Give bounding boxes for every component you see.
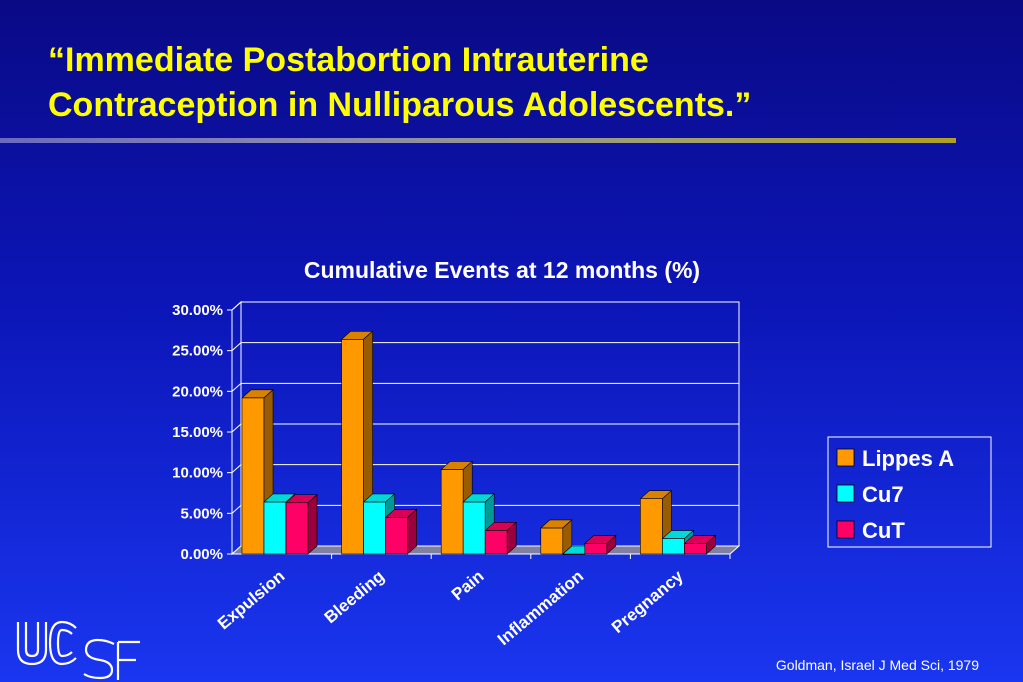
legend-label: Lippes A — [862, 446, 954, 471]
y-tick-label: 30.00% — [172, 302, 223, 319]
title-divider — [0, 138, 956, 143]
y-tick-label: 0.00% — [180, 546, 223, 563]
chart-title: Cumulative Events at 12 months (%) — [304, 257, 700, 283]
bar-side — [606, 534, 617, 555]
legend-label: Cu7 — [862, 482, 904, 507]
bar-front — [540, 527, 564, 555]
bar-front — [662, 538, 685, 555]
gridline — [231, 423, 739, 433]
ucsf-logo — [16, 620, 140, 680]
bar-front — [241, 397, 265, 555]
y-tick-label: 5.00% — [180, 505, 223, 522]
x-tick-label: Inflammation — [494, 567, 587, 650]
bar-front — [584, 543, 608, 555]
gridline — [231, 342, 739, 352]
bar-side — [706, 534, 716, 555]
bar-side — [506, 521, 517, 555]
bar-side — [407, 508, 417, 555]
bar-side — [307, 494, 318, 555]
gridline — [231, 382, 739, 392]
legend-swatch — [836, 484, 855, 503]
y-tick-label: 10.00% — [172, 465, 223, 482]
bar-front — [363, 501, 386, 555]
legend-box — [827, 436, 992, 548]
bar-front — [341, 338, 364, 555]
x-tick-label: Bleeding — [321, 567, 388, 628]
bar — [683, 534, 717, 555]
bar-front — [640, 498, 663, 555]
x-tick-label: Pregnancy — [608, 566, 687, 637]
title-line-2: Contraception in Nulliparous Adolescents… — [48, 86, 752, 124]
bar-front — [285, 502, 309, 555]
bar-front — [385, 517, 408, 555]
bar — [540, 519, 573, 555]
gridline — [231, 504, 739, 514]
legend-swatch — [836, 520, 855, 539]
y-tick-label: 25.00% — [172, 343, 223, 360]
gridline — [231, 464, 739, 474]
legend-swatch — [836, 448, 855, 467]
bar-front — [462, 501, 486, 555]
bar — [340, 330, 374, 555]
gridline — [231, 301, 739, 311]
bar-front — [484, 530, 508, 555]
bar — [384, 508, 418, 555]
legend-label: CuT — [862, 518, 905, 543]
bar — [285, 494, 318, 555]
y-tick-label: 15.00% — [172, 424, 223, 441]
x-tick-label: Expulsion — [214, 567, 288, 634]
bar-front — [263, 501, 287, 555]
citation: Goldman, Israel J Med Sci, 1979 — [775, 657, 979, 673]
x-tick-label: Pain — [448, 567, 488, 605]
bar-front — [440, 469, 464, 555]
bar — [584, 534, 617, 555]
slide-title: “Immediate Postabortion Intrauterine Con… — [48, 38, 948, 128]
bar-front — [684, 543, 707, 555]
y-tick-label: 20.00% — [172, 383, 223, 400]
title-line-1: “Immediate Postabortion Intrauterine — [48, 41, 649, 79]
bar — [484, 521, 517, 555]
